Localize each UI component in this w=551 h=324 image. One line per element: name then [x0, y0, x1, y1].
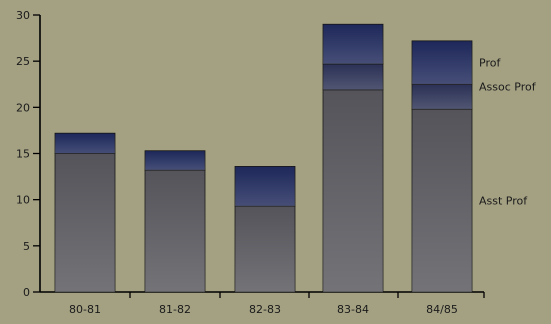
bar-shading — [412, 109, 472, 293]
x-tick-label: 82-83 — [249, 303, 281, 316]
bar-shading — [323, 24, 383, 64]
y-tick-label: 25 — [16, 55, 30, 68]
legend: Asst Prof Assoc Prof Prof — [479, 57, 537, 208]
y-tick-label: 20 — [16, 101, 30, 114]
bar-shading — [55, 133, 115, 154]
bar-shading — [323, 89, 383, 292]
x-tick-label: 84/85 — [426, 303, 458, 316]
y-tick-label: 10 — [16, 194, 30, 207]
bar-shading — [55, 153, 115, 292]
y-tick-label: 15 — [16, 148, 30, 161]
x-tick-label: 83-84 — [337, 303, 369, 316]
y-tick-label: 30 — [16, 9, 30, 22]
series-label: Prof — [479, 57, 501, 70]
bar-shading — [145, 150, 205, 171]
y-tick-label: 0 — [23, 286, 30, 299]
bar-shading — [145, 170, 205, 292]
series-label: Asst Prof — [479, 195, 528, 208]
bars — [54, 23, 473, 293]
x-tick-label: 81-82 — [159, 303, 191, 316]
bar-shading — [412, 84, 472, 110]
axes: 0 5 10 15 20 25 30 80-81 81-82 82-83 83-84 84/85 — [16, 9, 485, 316]
series-label: Assoc Prof — [479, 80, 537, 93]
bar-shading — [412, 40, 472, 85]
y-tick-label: 5 — [23, 240, 30, 253]
x-tick-label: 80-81 — [69, 303, 101, 316]
bar-shading — [235, 166, 295, 207]
bar-shading — [235, 206, 295, 292]
bar-shading — [323, 63, 383, 90]
